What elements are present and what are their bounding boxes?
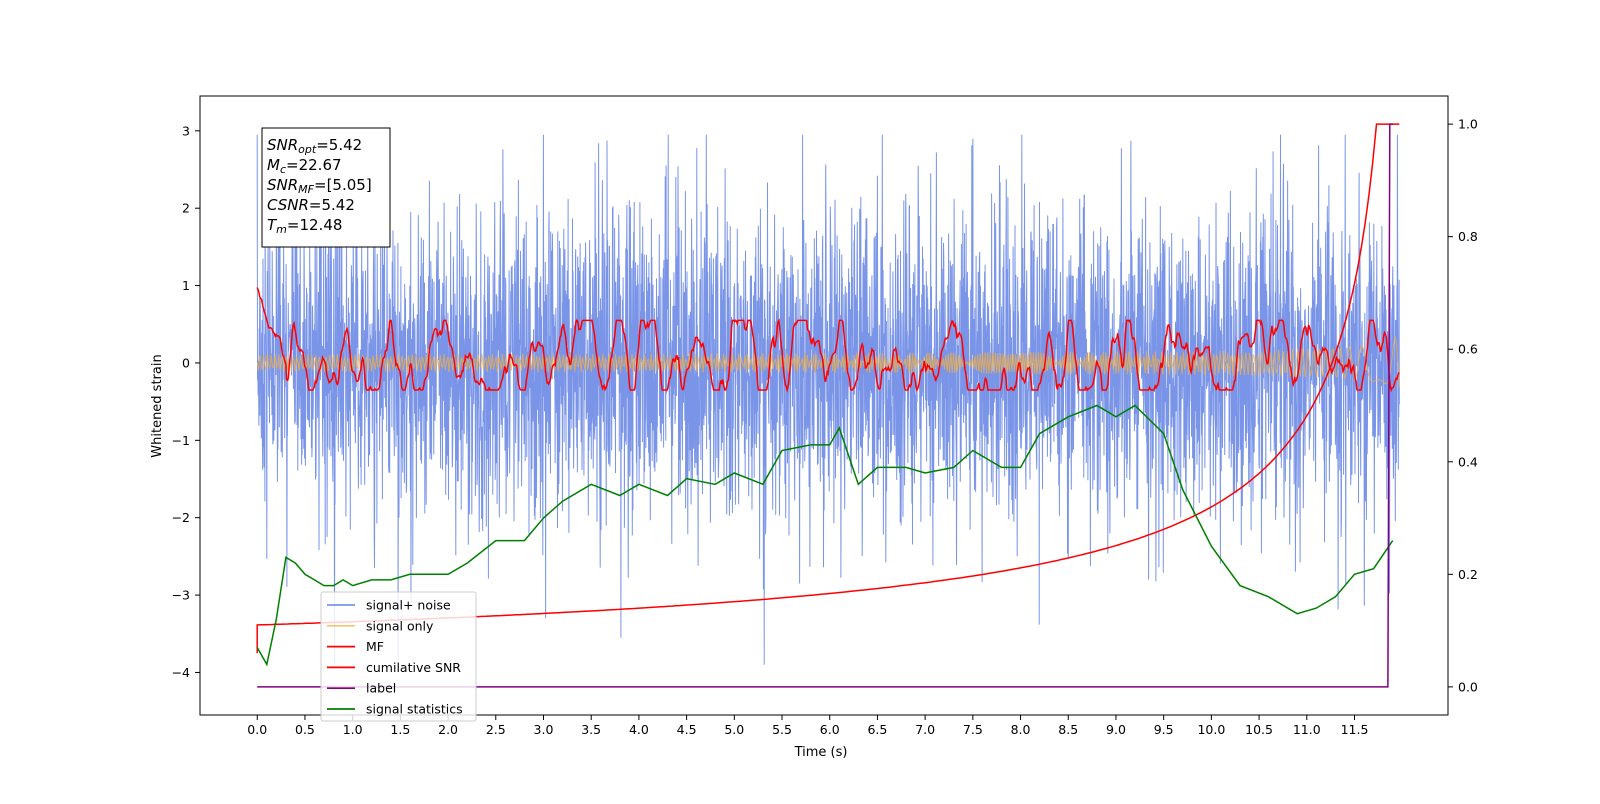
y2-tick-label: 0.8 — [1458, 229, 1478, 244]
y2-tick-label: 1.0 — [1458, 117, 1478, 132]
y2-tick-label: 0.6 — [1458, 342, 1478, 357]
x-tick-label: 9.0 — [1106, 722, 1126, 737]
y2-tick-label: 0.2 — [1458, 567, 1478, 582]
y-tick-label: −4 — [172, 665, 190, 680]
x-tick-label: 3.5 — [581, 722, 601, 737]
y-tick-label: 2 — [182, 201, 190, 216]
y-axis-label: Whitened strain — [150, 354, 165, 457]
x-tick-label: 2.0 — [438, 722, 458, 737]
x-tick-label: 4.5 — [677, 722, 697, 737]
x-tick-label: 1.0 — [343, 722, 363, 737]
annotation-line: Mc=22.67 — [267, 156, 342, 176]
series-mf — [256, 287, 1400, 393]
x-tick-label: 5.5 — [772, 722, 792, 737]
y-axis-right: 1.0 0.8 0.6 0.4 0.2 0.0 — [1448, 117, 1478, 694]
x-tick-label: 8.5 — [1058, 722, 1078, 737]
x-tick-label: 9.5 — [1154, 722, 1174, 737]
series-signal-statistics — [256, 404, 1394, 667]
legend-label: label — [366, 681, 396, 696]
annotation-line: Tm=12.48 — [267, 216, 342, 236]
legend-label: signal statistics — [366, 702, 463, 717]
y-tick-label: 3 — [182, 123, 190, 138]
x-tick-label: 3.0 — [534, 722, 554, 737]
x-tick-label: 10.0 — [1197, 722, 1225, 737]
y-tick-label: −1 — [172, 433, 190, 448]
legend-label: signal+ noise — [366, 598, 451, 613]
y-tick-label: −2 — [172, 510, 190, 525]
x-tick-label: 6.0 — [820, 722, 840, 737]
x-tick-label: 0.5 — [295, 722, 315, 737]
annotation-line: CSNR=5.42 — [267, 196, 355, 214]
x-axis: 0.0 0.5 1.0 1.5 2.0 2.5 3.0 3.5 4.0 4.5 5.0 5.5 6.0 6… — [247, 715, 1368, 737]
y-tick-label: −3 — [172, 588, 190, 603]
x-tick-label: 1.5 — [390, 722, 410, 737]
y-tick-label: 0 — [182, 355, 190, 370]
series-label — [257, 123, 1393, 688]
series-signal-only — [256, 336, 1400, 388]
y2-tick-label: 0.4 — [1458, 454, 1478, 469]
x-tick-label: 11.5 — [1341, 722, 1369, 737]
y2-tick-label: 0.0 — [1458, 679, 1478, 694]
legend-label: signal only — [366, 618, 434, 633]
stats-annotation: SNRopt=5.42Mc=22.67SNRMF=[5.05]CSNR=5.42… — [261, 127, 391, 248]
x-tick-label: 7.0 — [915, 722, 935, 737]
x-tick-label: 7.5 — [963, 722, 983, 737]
x-tick-label: 2.5 — [486, 722, 506, 737]
annotation-line: SNRMF=[5.05] — [267, 176, 372, 196]
x-tick-label: 8.0 — [1011, 722, 1031, 737]
legend: signal+ noise signal only MF cumilative SNR… — [320, 591, 477, 722]
annotation-line: SNRopt=5.42 — [267, 136, 362, 156]
plot-frame — [199, 95, 1449, 716]
x-tick-label: 6.5 — [867, 722, 887, 737]
legend-frame — [320, 591, 477, 722]
legend-label: MF — [366, 639, 384, 654]
x-tick-label: 5.0 — [724, 722, 744, 737]
x-tick-label: 10.5 — [1245, 722, 1273, 737]
x-tick-label: 4.0 — [629, 722, 649, 737]
y-axis-left: 3 2 1 0 −1 −2 −3 −4 — [172, 123, 200, 680]
x-tick-label: 11.0 — [1293, 722, 1321, 737]
x-tick-label: 0.0 — [247, 722, 267, 737]
legend-label: cumilative SNR — [366, 660, 461, 675]
series-signal-noise — [256, 134, 1400, 665]
x-axis-label: Time (s) — [794, 745, 848, 760]
annotation-frame — [261, 127, 391, 248]
y-tick-label: 1 — [182, 278, 190, 293]
